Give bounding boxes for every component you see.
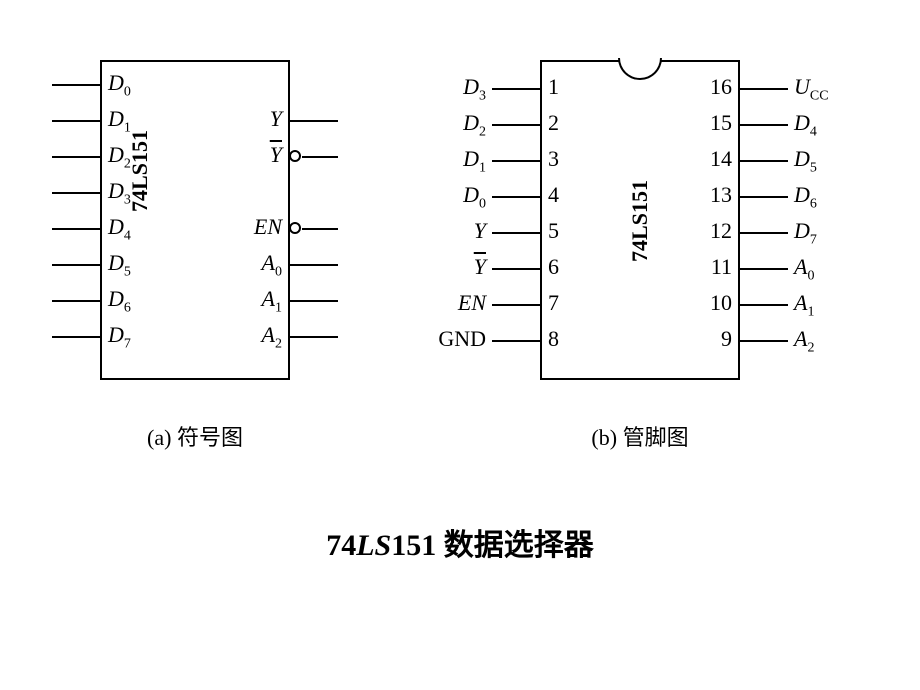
pinout-right-lead-3 [740,196,788,198]
symbol-right-label-2: EN [254,214,282,240]
symbol-left-label-0: D0 [108,70,131,100]
pinout-right-label-13: D6 [794,182,817,212]
symbol-left-label-1: D1 [108,106,131,136]
pinout-left-lead-4 [492,232,540,234]
pinout-left-num-5: 5 [548,218,559,244]
pinout-left-lead-2 [492,160,540,162]
symbol-right-lead-0 [290,120,338,122]
pinout-right-num-14: 14 [710,146,732,172]
pinout-right-num-10: 10 [710,290,732,316]
symbol-caption: (a) 符号图 [80,420,310,452]
pinout-left-num-2: 2 [548,110,559,136]
symbol-left-label-3: D3 [108,178,131,208]
pinout-caption: (b) 管脚图 [520,420,760,452]
pinout-right-lead-1 [740,124,788,126]
pinout-left-lead-0 [492,88,540,90]
symbol-left-lead-4 [52,228,100,230]
pinout-left-label-7: EN [458,290,486,316]
pinout-right-num-11: 11 [711,254,732,280]
pinout-right-lead-6 [740,304,788,306]
symbol-right-label-0: Y [270,106,282,132]
symbol-left-label-7: D7 [108,322,131,352]
pinout-right-num-16: 16 [710,74,732,100]
pinout-right-lead-7 [740,340,788,342]
pinout-right-num-13: 13 [710,182,732,208]
symbol-left-label-6: D6 [108,286,131,316]
pinout-left-label-2: D2 [463,110,486,140]
pinout-left-lead-3 [492,196,540,198]
symbol-right-lead-1 [302,156,338,158]
pinout-right-lead-5 [740,268,788,270]
symbol-right-label-5: A2 [262,322,282,352]
pinout-right-label-15: D4 [794,110,817,140]
symbol-left-lead-1 [52,120,100,122]
pinout-right-label-11: A0 [794,254,814,284]
pinout-left-num-6: 6 [548,254,559,280]
pinout-left-label-1: D3 [463,74,486,104]
pinout-left-lead-7 [492,340,540,342]
symbol-left-lead-6 [52,300,100,302]
pinout-left-num-7: 7 [548,290,559,316]
pinout-left-label-5: Y [474,218,486,244]
symbol-neg-circle-2 [289,222,301,234]
pinout-right-label-12: D7 [794,218,817,248]
pinout-right-lead-0 [740,88,788,90]
pinout-left-num-4: 4 [548,182,559,208]
pinout-right-label-14: D5 [794,146,817,176]
pinout-right-label-16: UCC [794,74,829,104]
pinout-left-num-3: 3 [548,146,559,172]
symbol-right-label-4: A1 [262,286,282,316]
symbol-neg-circle-1 [289,150,301,162]
pinout-left-lead-1 [492,124,540,126]
symbol-right-lead-2 [302,228,338,230]
symbol-right-lead-3 [290,264,338,266]
symbol-right-lead-4 [290,300,338,302]
pinout-left-lead-6 [492,304,540,306]
symbol-left-lead-0 [52,84,100,86]
pinout-right-label-9: A2 [794,326,814,356]
pinout-right-lead-4 [740,232,788,234]
symbol-chip-label: 74LS151 [127,121,153,221]
symbol-left-label-5: D5 [108,250,131,280]
symbol-left-lead-2 [52,156,100,158]
pinout-left-num-8: 8 [548,326,559,352]
pinout-left-label-4: D0 [463,182,486,212]
pinout-right-num-15: 15 [710,110,732,136]
pinout-right-lead-2 [740,160,788,162]
symbol-left-lead-3 [52,192,100,194]
symbol-right-label-3: A0 [262,250,282,280]
pinout-chip-label: 74LS151 [627,171,653,271]
main-title: 74LS151 数据选择器 [0,520,920,564]
pinout-left-label-8: GND [438,326,486,352]
symbol-left-label-4: D4 [108,214,131,244]
pinout-left-label-6: Y [474,254,486,280]
symbol-right-lead-5 [290,336,338,338]
symbol-right-label-1: Y [270,142,282,168]
symbol-left-lead-5 [52,264,100,266]
pinout-left-label-3: D1 [463,146,486,176]
pinout-right-num-12: 12 [710,218,732,244]
pinout-right-num-9: 9 [721,326,732,352]
diagram-canvas: 74LS151D0D1D2D3D4D5D6D7YYENA0A1A2(a) 符号图… [0,0,920,690]
pinout-left-num-1: 1 [548,74,559,100]
pinout-right-label-10: A1 [794,290,814,320]
symbol-left-lead-7 [52,336,100,338]
pinout-left-lead-5 [492,268,540,270]
symbol-left-label-2: D2 [108,142,131,172]
